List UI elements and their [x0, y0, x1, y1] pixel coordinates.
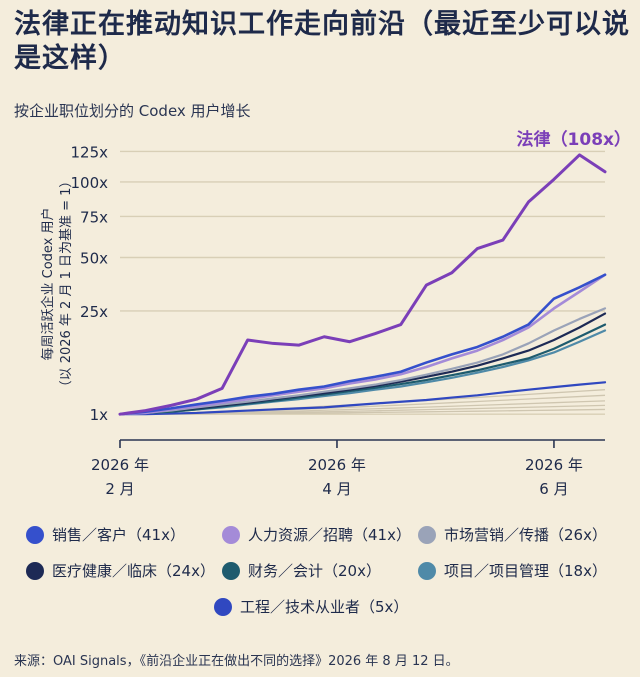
series-line: [118, 381, 607, 416]
y-tick-label: 50x: [80, 250, 108, 268]
series-lines: [118, 153, 607, 416]
legend-item: 市场营销／传播（26x）: [418, 524, 607, 545]
legend-label: 市场营销／传播（26x）: [444, 526, 607, 544]
legend-item: 工程／技术从业者（5x）: [214, 596, 408, 617]
y-tick-label: 25x: [80, 303, 108, 321]
y-tick-label: 75x: [80, 208, 108, 226]
y-tick-label: 125x: [70, 143, 108, 161]
chart-subtitle: 按企业职位划分的 Codex 用户增长: [14, 102, 251, 120]
legend-label: 财务／会计（20x）: [248, 562, 381, 580]
source-note: 来源：OAI Signals，《前沿企业正在做出不同的选择》2026 年 8 月…: [14, 654, 459, 669]
series-line: [118, 273, 607, 416]
y-axis-label: 每周活跃企业 Codex 用户 （以 2026 年 2 月 1 日为基准 = 1）: [40, 175, 74, 394]
y-tick-label: 100x: [70, 174, 108, 192]
legend-item: 销售／客户（41x）: [26, 524, 185, 545]
legend-swatch: [222, 561, 240, 580]
legend-label: 医疗健康／临床（24x）: [52, 562, 215, 580]
legend-swatch: [26, 525, 44, 544]
legend-label: 工程／技术从业者（5x）: [240, 598, 409, 616]
legend-label: 销售／客户（41x）: [52, 526, 185, 544]
legend-label: 人力资源／招聘（41x）: [248, 526, 411, 544]
y-tick-label: 1x: [90, 406, 109, 424]
legend-label: 项目／项目管理（18x）: [444, 562, 607, 580]
legend-swatch: [214, 597, 232, 616]
legend-item: 项目／项目管理（18x）: [418, 560, 607, 581]
chart-title: 法律正在推动知识工作走向前沿（最近至少可以说是这样）: [14, 9, 630, 74]
grid-lines: [120, 150, 605, 441]
legend: 销售／客户（41x） 人力资源／招聘（41x） 市场营销／传播（26x） 医疗健康／临…: [0, 520, 640, 630]
y-tick-labels: 1x 25x 50x 75x 100x 125x: [70, 143, 108, 424]
series-line: [118, 273, 607, 416]
legend-swatch: [418, 525, 436, 544]
legend-swatch: [26, 561, 44, 580]
series-annotation: 法律（108x）: [517, 129, 631, 150]
legend-item: 人力资源／招聘（41x）: [222, 524, 411, 545]
legend-swatch: [418, 561, 436, 580]
series-line: [118, 153, 607, 416]
legend-swatch: [222, 525, 240, 544]
legend-item: 财务／会计（20x）: [222, 560, 381, 581]
legend-item: 医疗健康／临床（24x）: [26, 560, 215, 581]
